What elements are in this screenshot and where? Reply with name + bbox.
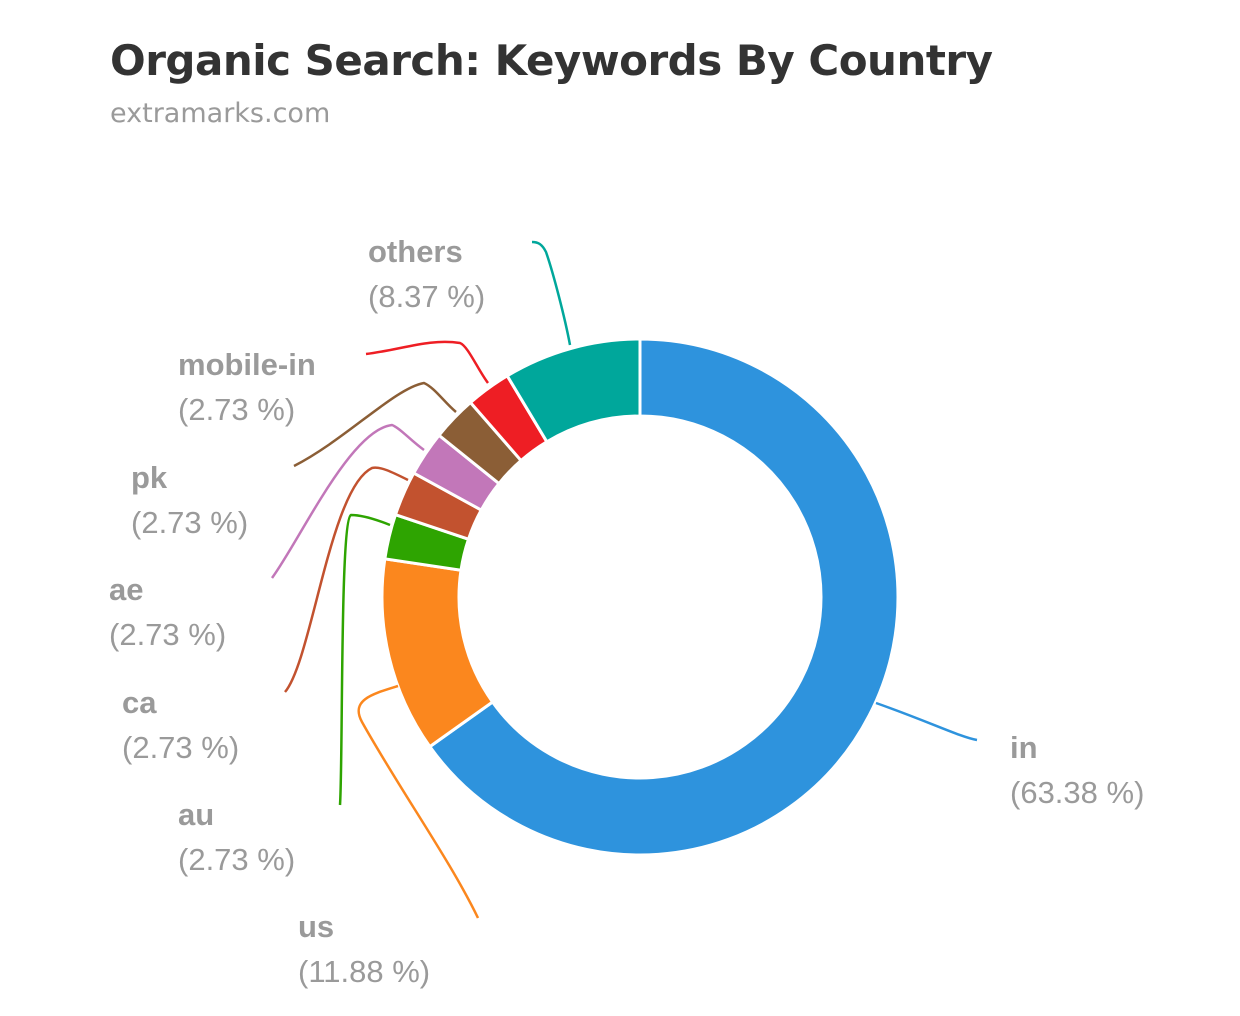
data-label-value-ca: (2.73 %) bbox=[122, 730, 239, 765]
leader-line-mobile-in bbox=[365, 340, 489, 384]
leader-line-in bbox=[875, 701, 978, 742]
leader-line-pk bbox=[293, 381, 457, 468]
data-label-name-us: us bbox=[298, 909, 334, 944]
data-label-value-in: (63.38 %) bbox=[1010, 775, 1144, 810]
chart-title: Organic Search: Keywords By Country bbox=[110, 36, 993, 85]
data-label-name-ca: ca bbox=[122, 685, 157, 720]
leader-line-ae bbox=[270, 423, 425, 579]
data-label-value-ae: (2.73 %) bbox=[109, 617, 226, 652]
data-labels: in (63.38 %) us (11.88 %) au (2.73 %) ca (2.73 … bbox=[109, 234, 1144, 989]
leader-line-others bbox=[531, 240, 572, 346]
leader-line-us bbox=[357, 684, 480, 919]
leader-line-au bbox=[338, 513, 391, 806]
data-label-value-us: (11.88 %) bbox=[298, 954, 430, 989]
data-label-name-au: au bbox=[178, 797, 214, 832]
slice-others bbox=[505, 337, 642, 444]
slice-in bbox=[427, 337, 900, 857]
leader-lines bbox=[270, 240, 978, 919]
data-label-name-mobile-in: mobile-in bbox=[178, 347, 316, 382]
donut-slices bbox=[380, 337, 900, 857]
chart-subtitle: extramarks.com bbox=[110, 98, 331, 129]
data-label-name-in: in bbox=[1010, 730, 1038, 765]
data-label-name-others: others bbox=[368, 234, 463, 269]
data-label-value-au: (2.73 %) bbox=[178, 842, 295, 877]
data-label-name-ae: ae bbox=[109, 572, 143, 607]
data-label-name-pk: pk bbox=[131, 460, 168, 495]
data-label-value-pk: (2.73 %) bbox=[131, 505, 248, 540]
data-label-value-others: (8.37 %) bbox=[368, 279, 485, 314]
data-label-value-mobile-in: (2.73 %) bbox=[178, 392, 295, 427]
leader-line-ca bbox=[284, 466, 409, 693]
